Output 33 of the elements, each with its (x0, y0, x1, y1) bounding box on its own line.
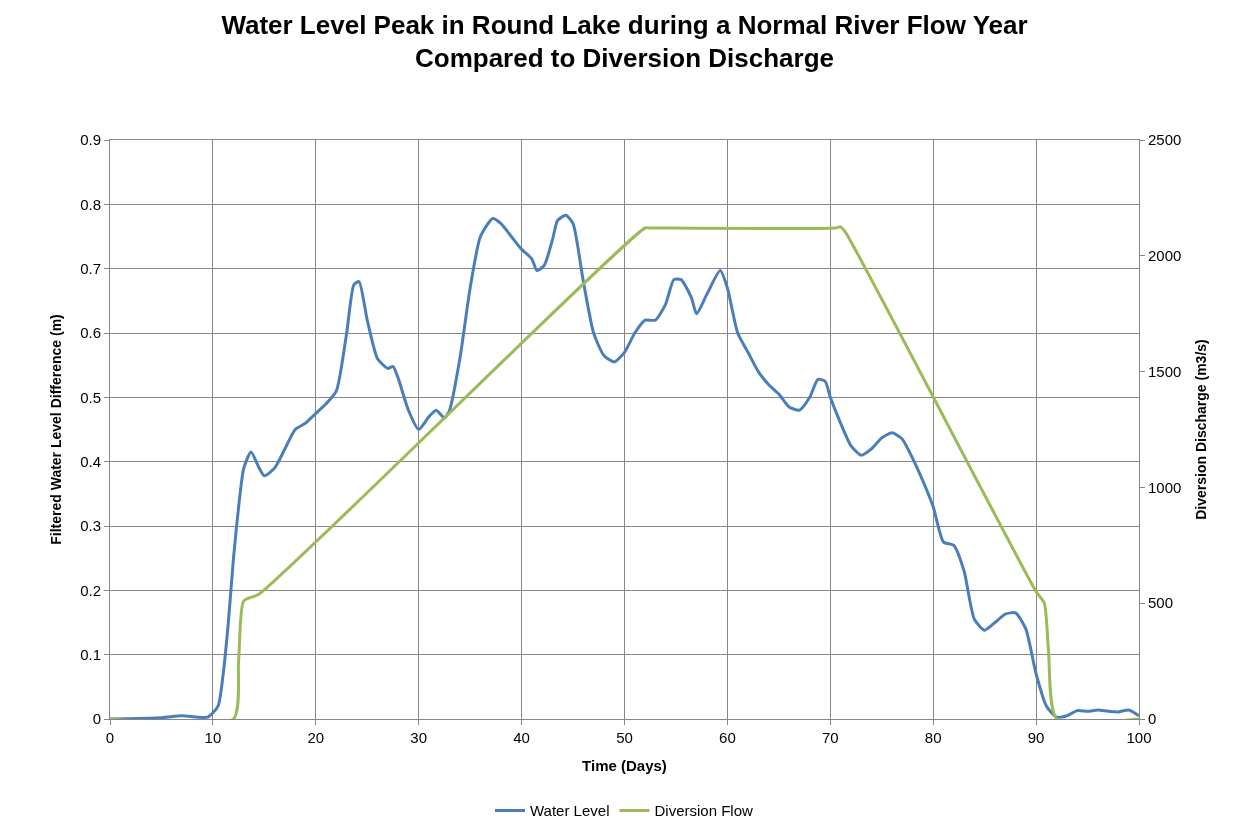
y-tick-label: 0.7 (80, 259, 101, 277)
x-tick-label: 60 (719, 729, 736, 746)
x-axis-title: Time (Days) (582, 757, 667, 774)
y2-tick-label: 2000 (1148, 247, 1182, 265)
legend-label: Water Level (530, 802, 610, 820)
x-tick-label: 0 (105, 729, 115, 746)
x-tick-label: 100 (1126, 729, 1152, 746)
y2-tick-label: 1500 (1148, 362, 1182, 380)
y2-tick-label: 500 (1148, 594, 1174, 612)
y2-tick-label: 0 (1148, 710, 1157, 728)
y-tick-label: 0.3 (80, 517, 101, 535)
y-tick-label: 0 (92, 710, 101, 728)
x-tick-label: 70 (821, 729, 839, 746)
y-tick-label: 0.6 (80, 324, 101, 342)
x-tick-label: 10 (204, 729, 222, 746)
chart-title: Water Level Peak in Round Lake during a Normal River Flow Year Compared to Diversion Discharge (221, 9, 1028, 74)
y2-axis-title: Diversion Discharge (m3/s) (1192, 339, 1209, 520)
y2-tick-label: 1000 (1148, 478, 1182, 496)
y-tick-label: 0.8 (80, 195, 101, 213)
y-tick-label: 0.5 (80, 388, 101, 406)
y-tick-label: 0.9 (80, 131, 101, 149)
x-tick-label: 80 (924, 729, 942, 746)
y-axis-title: Filtered Water Level Difference (m) (47, 314, 64, 545)
legend-label: Diversion Flow (654, 802, 754, 820)
x-tick-label: 20 (307, 729, 325, 746)
x-tick-label: 40 (513, 729, 530, 746)
y-tick-label: 0.1 (80, 645, 101, 663)
y-tick-label: 0.4 (80, 452, 101, 470)
y-tick-label: 0.2 (80, 581, 101, 599)
x-tick-label: 90 (1027, 729, 1045, 746)
y2-tick-label: 2500 (1148, 131, 1182, 149)
x-tick-label: 30 (410, 729, 428, 746)
x-tick-label: 50 (616, 729, 633, 746)
